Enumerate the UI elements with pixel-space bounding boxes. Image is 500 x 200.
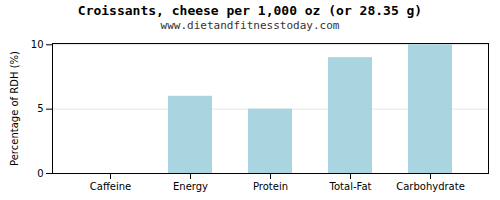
svg-text:Energy: Energy — [173, 181, 208, 192]
svg-text:Protein: Protein — [253, 181, 288, 192]
html-text:www.dietandfitnesstoday.com: www.dietandfitnesstoday.com — [160, 19, 340, 32]
svg-text:Percentage of RDH (%): Percentage of RDH (%) — [9, 51, 20, 166]
svg-text:10: 10 — [31, 39, 44, 50]
svg-text:Carbohydrate: Carbohydrate — [396, 181, 465, 192]
html-text:Croissants, cheese per 1,000 o: Croissants, cheese per 1,000 oz (or 28.3… — [77, 3, 423, 18]
svg-text:Caffeine: Caffeine — [90, 181, 131, 192]
svg-text:Total-Fat: Total-Fat — [329, 181, 372, 192]
svg-text:0: 0 — [37, 168, 43, 179]
svg-text:5: 5 — [37, 103, 43, 114]
